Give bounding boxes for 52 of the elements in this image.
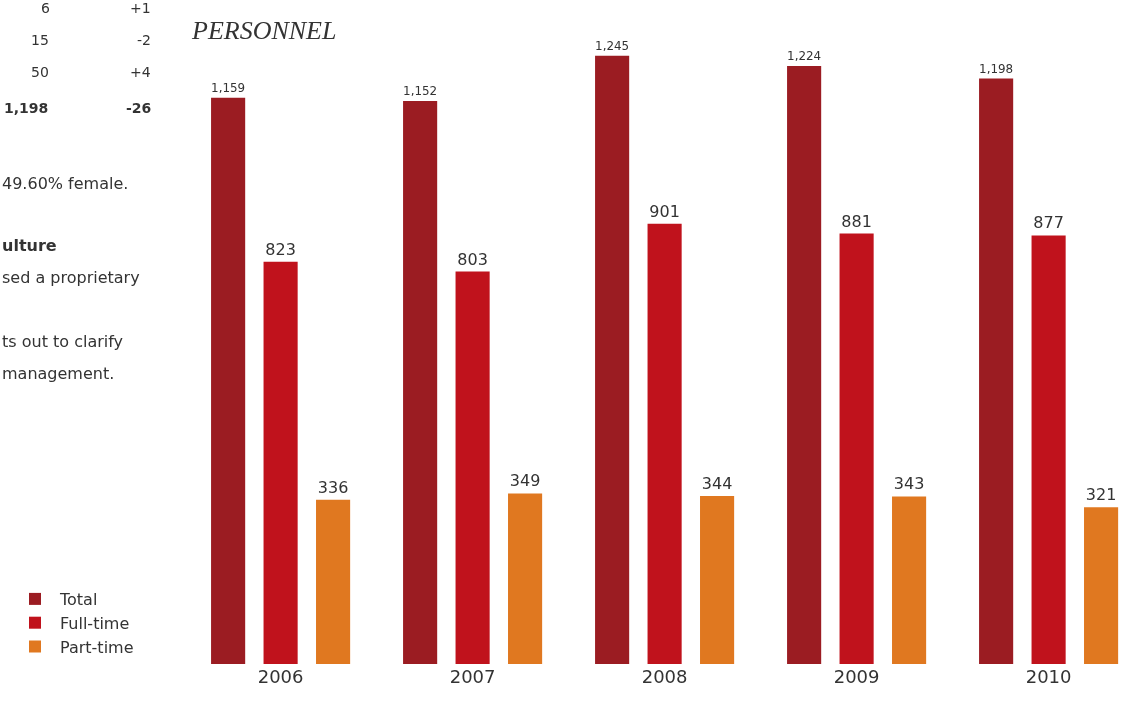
- bar: [979, 78, 1014, 664]
- data-label: 881: [841, 211, 872, 231]
- text: 1,198: [4, 100, 49, 116]
- text: +1: [130, 0, 151, 16]
- bar: [839, 233, 874, 664]
- data-label: 1,152: [403, 84, 438, 99]
- data-label: 1,245: [595, 38, 630, 53]
- x-tick-label: 2008: [641, 666, 688, 687]
- data-label: 1,159: [211, 80, 246, 95]
- x-tick-label: 2010: [1025, 666, 1072, 687]
- data-label: 321: [1085, 485, 1117, 505]
- bar: [595, 55, 630, 664]
- text: ts out to clarify: [2, 332, 124, 351]
- bar: [316, 499, 351, 664]
- data-label: 336: [317, 477, 349, 497]
- text: +4: [130, 64, 151, 80]
- bar: [1084, 507, 1119, 664]
- legend-label: Part-time: [60, 637, 134, 657]
- bar: [508, 493, 543, 664]
- data-label: 1,198: [979, 61, 1014, 76]
- data-label: 343: [893, 474, 925, 494]
- text: -26: [126, 100, 152, 116]
- data-label: 349: [509, 471, 541, 491]
- bar: [1031, 235, 1066, 664]
- text: ulture: [2, 236, 57, 255]
- bar: [700, 495, 735, 664]
- text: 50: [31, 64, 49, 80]
- bar: [403, 101, 438, 664]
- x-tick-label: 2006: [257, 666, 304, 687]
- x-tick-label: 2009: [833, 666, 880, 687]
- bar: [647, 223, 682, 664]
- text: 6: [41, 0, 50, 16]
- data-label: 901: [649, 201, 680, 221]
- legend-label: Full-time: [60, 613, 130, 633]
- data-label: 344: [701, 473, 733, 493]
- text: 15: [31, 32, 49, 48]
- data-label: 877: [1033, 213, 1064, 233]
- chart-title: PERSONNEL: [191, 16, 337, 46]
- bar: [892, 496, 927, 664]
- bar: [787, 65, 822, 664]
- legend-label: Total: [59, 590, 98, 610]
- bar: [263, 261, 298, 664]
- text: 49.60% female.: [2, 174, 129, 193]
- data-label: 1,224: [787, 48, 822, 63]
- bar: [455, 271, 490, 664]
- x-tick-label: 2007: [449, 666, 496, 687]
- data-label: 803: [457, 249, 488, 269]
- text: -2: [137, 32, 151, 48]
- bar: [211, 97, 246, 664]
- text: management.: [2, 364, 115, 383]
- data-label: 823: [265, 239, 296, 259]
- text: sed a proprietary: [2, 268, 140, 287]
